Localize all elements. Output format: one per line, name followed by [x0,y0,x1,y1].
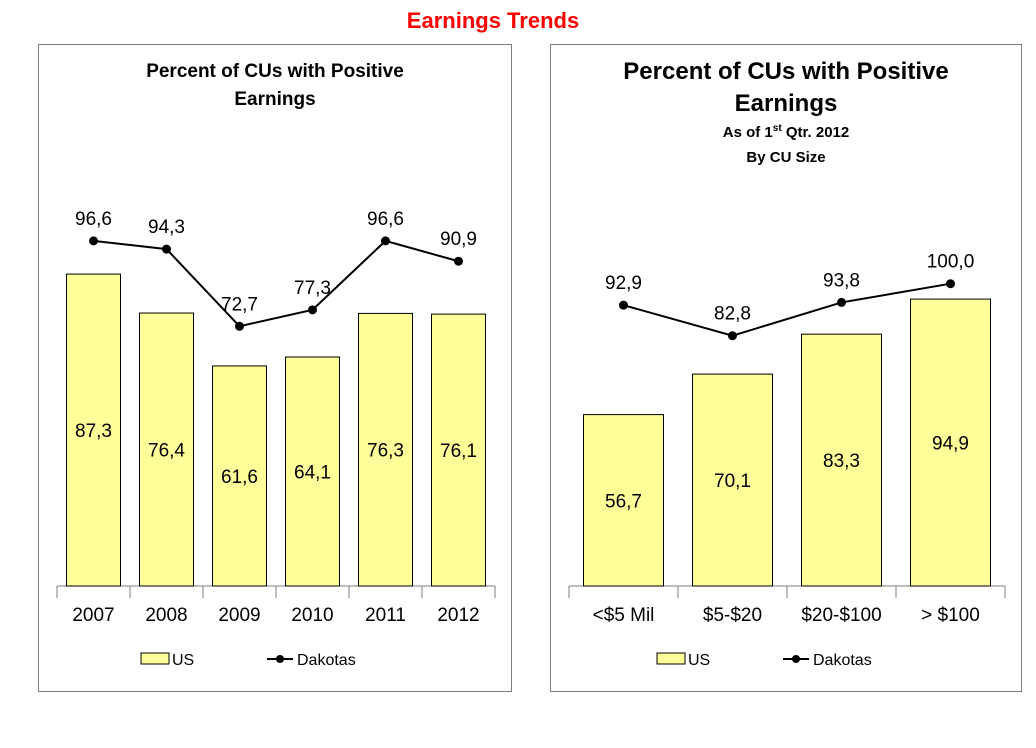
chart-by-cu-size: Percent of CUs with Positive Earnings As o… [568,58,1006,669]
bar-us [431,313,486,587]
x-tick-label: > $100 [921,605,980,626]
chart-title: Earnings [735,90,838,117]
page-title: Earnings Trends [406,8,580,33]
chart-title: Earnings [234,89,315,110]
legend-swatch-us [140,652,170,665]
line-dakotas [93,239,459,328]
point-label-dakotas: 72,7 [221,294,258,315]
line-dakotas [623,282,951,337]
point-dakotas [728,331,737,341]
x-tick-label: 2007 [72,605,114,626]
chart-title: Percent of CUs with Positive [146,61,404,82]
legend-label-dakotas: Dakotas [297,652,356,669]
bar-us [139,312,194,587]
chart-panel-by-size: Percent of CUs with Positive Earnings As o… [550,44,1022,692]
x-tick-label: $5-$20 [703,605,762,626]
point-dakotas [89,236,98,246]
bar-us [692,373,773,587]
bar-label-us: 61,6 [221,467,258,488]
point-label-dakotas: 96,6 [367,209,404,230]
bar-us [358,312,413,587]
legend-swatch-us [656,652,686,665]
point-dakotas [162,244,171,254]
bar-us [285,356,340,587]
bar-label-us: 83,3 [823,451,860,472]
point-label-dakotas: 100,0 [927,252,975,273]
point-label-dakotas: 90,9 [440,229,477,250]
bar-label-us: 70,1 [714,471,751,492]
point-dakotas [837,297,846,307]
legend-marker-dakotas [276,655,284,663]
bar-label-us: 87,3 [75,421,112,442]
bar-label-us: 76,4 [148,441,185,462]
chart-subtitle: As of 1st Qtr. 2012 [723,123,849,141]
bar-label-us: 56,7 [605,491,642,512]
legend-label-us: US [688,652,710,669]
x-tick-label: 2010 [291,605,333,626]
bar-us [66,273,121,587]
bar-label-us: 76,1 [440,441,477,462]
point-dakotas [308,305,317,315]
chart-panel-by-year: Percent of CUs with Positive Earnings 87,3… [38,44,512,692]
point-dakotas [381,236,390,246]
bar-us [583,414,664,587]
point-label-dakotas: 93,8 [823,270,860,291]
bar-label-us: 76,3 [367,441,404,462]
point-label-dakotas: 77,3 [294,278,331,299]
x-tick-label: 2008 [145,605,187,626]
point-dakotas [946,279,955,289]
bar-label-us: 94,9 [932,434,969,455]
point-label-dakotas: 82,8 [714,304,751,325]
point-label-dakotas: 96,6 [75,209,112,230]
legend-marker-dakotas [792,655,800,663]
x-tick-label: $20-$100 [801,605,881,626]
legend-label-dakotas: Dakotas [813,652,872,669]
point-label-dakotas: 94,3 [148,217,185,238]
x-tick-label: 2012 [437,605,479,626]
point-dakotas [454,256,463,266]
x-tick-label: 2009 [218,605,260,626]
chart-by-year: Percent of CUs with Positive Earnings 87,3… [56,61,496,669]
point-dakotas [235,321,244,331]
point-label-dakotas: 92,9 [605,273,642,294]
legend-label-us: US [172,652,194,669]
point-dakotas [619,300,628,310]
chart-subtitle: By CU Size [746,149,825,166]
bar-us [212,365,267,587]
bar-us [801,333,882,587]
chart-title: Percent of CUs with Positive [623,58,948,85]
x-tick-label: <$5 Mil [593,605,655,626]
bar-us [910,298,991,587]
bar-label-us: 64,1 [294,462,331,483]
x-tick-label: 2011 [365,605,406,626]
